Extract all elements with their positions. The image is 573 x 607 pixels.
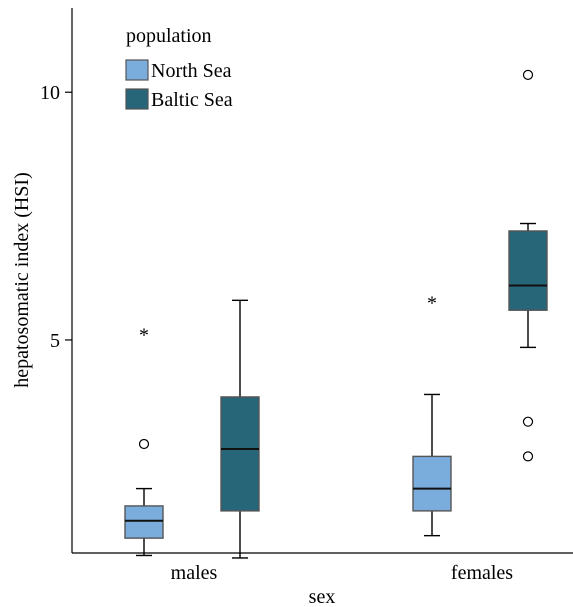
box-iqr — [412, 455, 452, 512]
box-north-sea-males: * — [124, 325, 164, 557]
legend-label: North Sea — [151, 60, 232, 82]
box-iqr — [220, 396, 260, 512]
y-ticks: 5 10 — [40, 82, 72, 352]
x-tick-label: males — [171, 562, 218, 584]
legend-title: population — [126, 25, 212, 47]
x-tick-label: females — [451, 562, 513, 584]
legend-label: Baltic Sea — [151, 89, 233, 111]
legend-swatch — [125, 88, 149, 110]
y-tick-label: 10 — [40, 82, 60, 104]
box-baltic-sea-females — [508, 69, 548, 462]
box-baltic-sea-males — [220, 299, 260, 559]
outlier-circle — [522, 451, 534, 462]
outlier-circle — [138, 438, 150, 450]
legend-swatch — [125, 59, 149, 81]
outlier-star: * — [427, 292, 437, 314]
box-north-sea-females: * — [412, 292, 452, 537]
outlier-circle — [522, 416, 534, 427]
x-ticks: males females — [171, 562, 514, 584]
y-tick-label: 5 — [50, 330, 60, 352]
x-axis-label: sex — [309, 586, 336, 607]
box-iqr — [508, 230, 548, 311]
boxes-layer: ** — [124, 69, 548, 559]
box-iqr — [124, 505, 164, 539]
outlier-circle — [522, 69, 534, 80]
outlier-star: * — [139, 325, 149, 347]
plot-frame — [71, 8, 573, 554]
y-axis-label: hepatosomatic index (HSI) — [11, 172, 33, 388]
legend: population North Sea Baltic Sea — [125, 25, 233, 111]
